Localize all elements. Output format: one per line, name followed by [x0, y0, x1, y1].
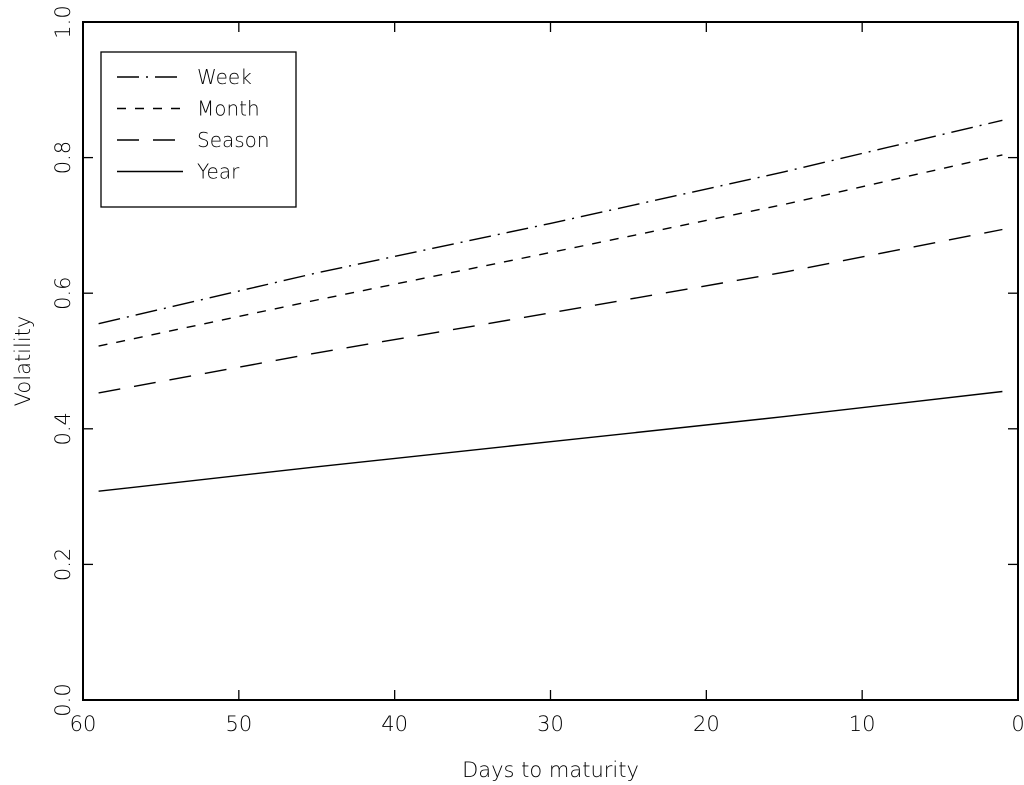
series-line-year [98, 390, 1003, 492]
legend-box [100, 51, 297, 208]
x-tick-label: 30 [537, 712, 564, 736]
x-tick-label: 10 [849, 712, 876, 736]
legend-label-year: Year [197, 160, 240, 184]
y-axis-title: Volatility [11, 316, 35, 407]
y-tick-label: 0.0 [51, 683, 75, 716]
y-tick-label: 1.0 [51, 5, 75, 38]
x-tick-label: 0 [1011, 712, 1024, 736]
y-tick-label: 0.2 [51, 548, 75, 581]
series-line-season [98, 228, 1003, 394]
y-tick-label: 0.8 [51, 141, 75, 174]
x-tick-label: 50 [225, 712, 252, 736]
series-lines [98, 119, 1003, 492]
axes: 60 50 40 30 20 10 0 0.0 0.2 0.4 0.6 0.8 1.0 Days to m… [11, 5, 1024, 782]
x-axis-title: Days to maturity [462, 758, 639, 782]
x-tick-label: 60 [70, 712, 97, 736]
series-line-week [98, 119, 1003, 325]
x-tick-label: 20 [693, 712, 720, 736]
y-tick-label: 0.4 [51, 412, 75, 445]
y-tick-label: 0.6 [51, 276, 75, 309]
series-line-month [98, 154, 1003, 347]
legend-label-month: Month [197, 97, 260, 121]
legend-label-week: Week [197, 65, 252, 89]
legend-label-season: Season [197, 128, 270, 152]
legend: Week Month Season Year [100, 51, 297, 208]
x-tick-label: 40 [381, 712, 408, 736]
